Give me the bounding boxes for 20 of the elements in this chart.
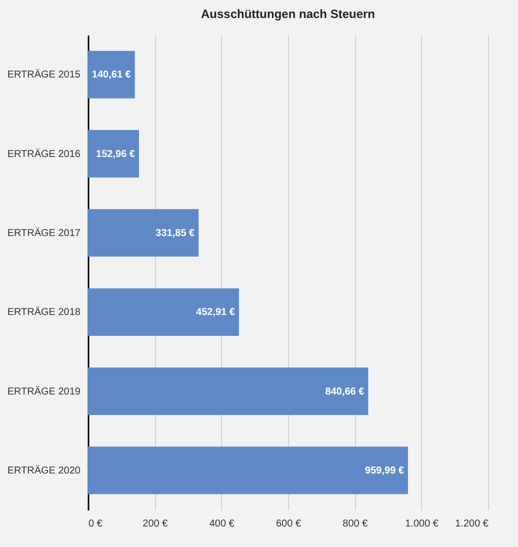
x-tick-label: 1.200 € <box>455 518 489 530</box>
y-tick-label: ERTRÄGE 2017 <box>7 226 81 239</box>
data-label: 331,85 € <box>156 228 196 239</box>
data-label: 452,91 € <box>196 307 236 318</box>
x-tick-label: 200 € <box>142 518 168 530</box>
y-tick-label: ERTRÄGE 2019 <box>7 385 81 398</box>
data-label: 152,96 € <box>96 148 136 160</box>
y-tick-label: ERTRÄGE 2018 <box>7 306 81 318</box>
x-tick-label: 800 € <box>342 518 368 530</box>
data-label: 140,61 € <box>92 70 132 81</box>
data-label: 840,66 € <box>325 386 365 398</box>
chart-title: Ausschüttungen nach Steuern <box>200 7 376 21</box>
data-label: 959,99 € <box>365 465 404 476</box>
y-tick-label: ERTRÄGE 2020 <box>7 464 81 476</box>
y-tick-label: ERTRÄGE 2016 <box>7 148 81 160</box>
x-tick-label: 1.000 € <box>405 518 439 530</box>
x-tick-label: 400 € <box>209 518 235 530</box>
x-tick-label: 0 € <box>88 518 103 530</box>
y-tick-label: ERTRÄGE 2015 <box>7 68 81 81</box>
x-tick-label: 600 € <box>276 518 302 530</box>
